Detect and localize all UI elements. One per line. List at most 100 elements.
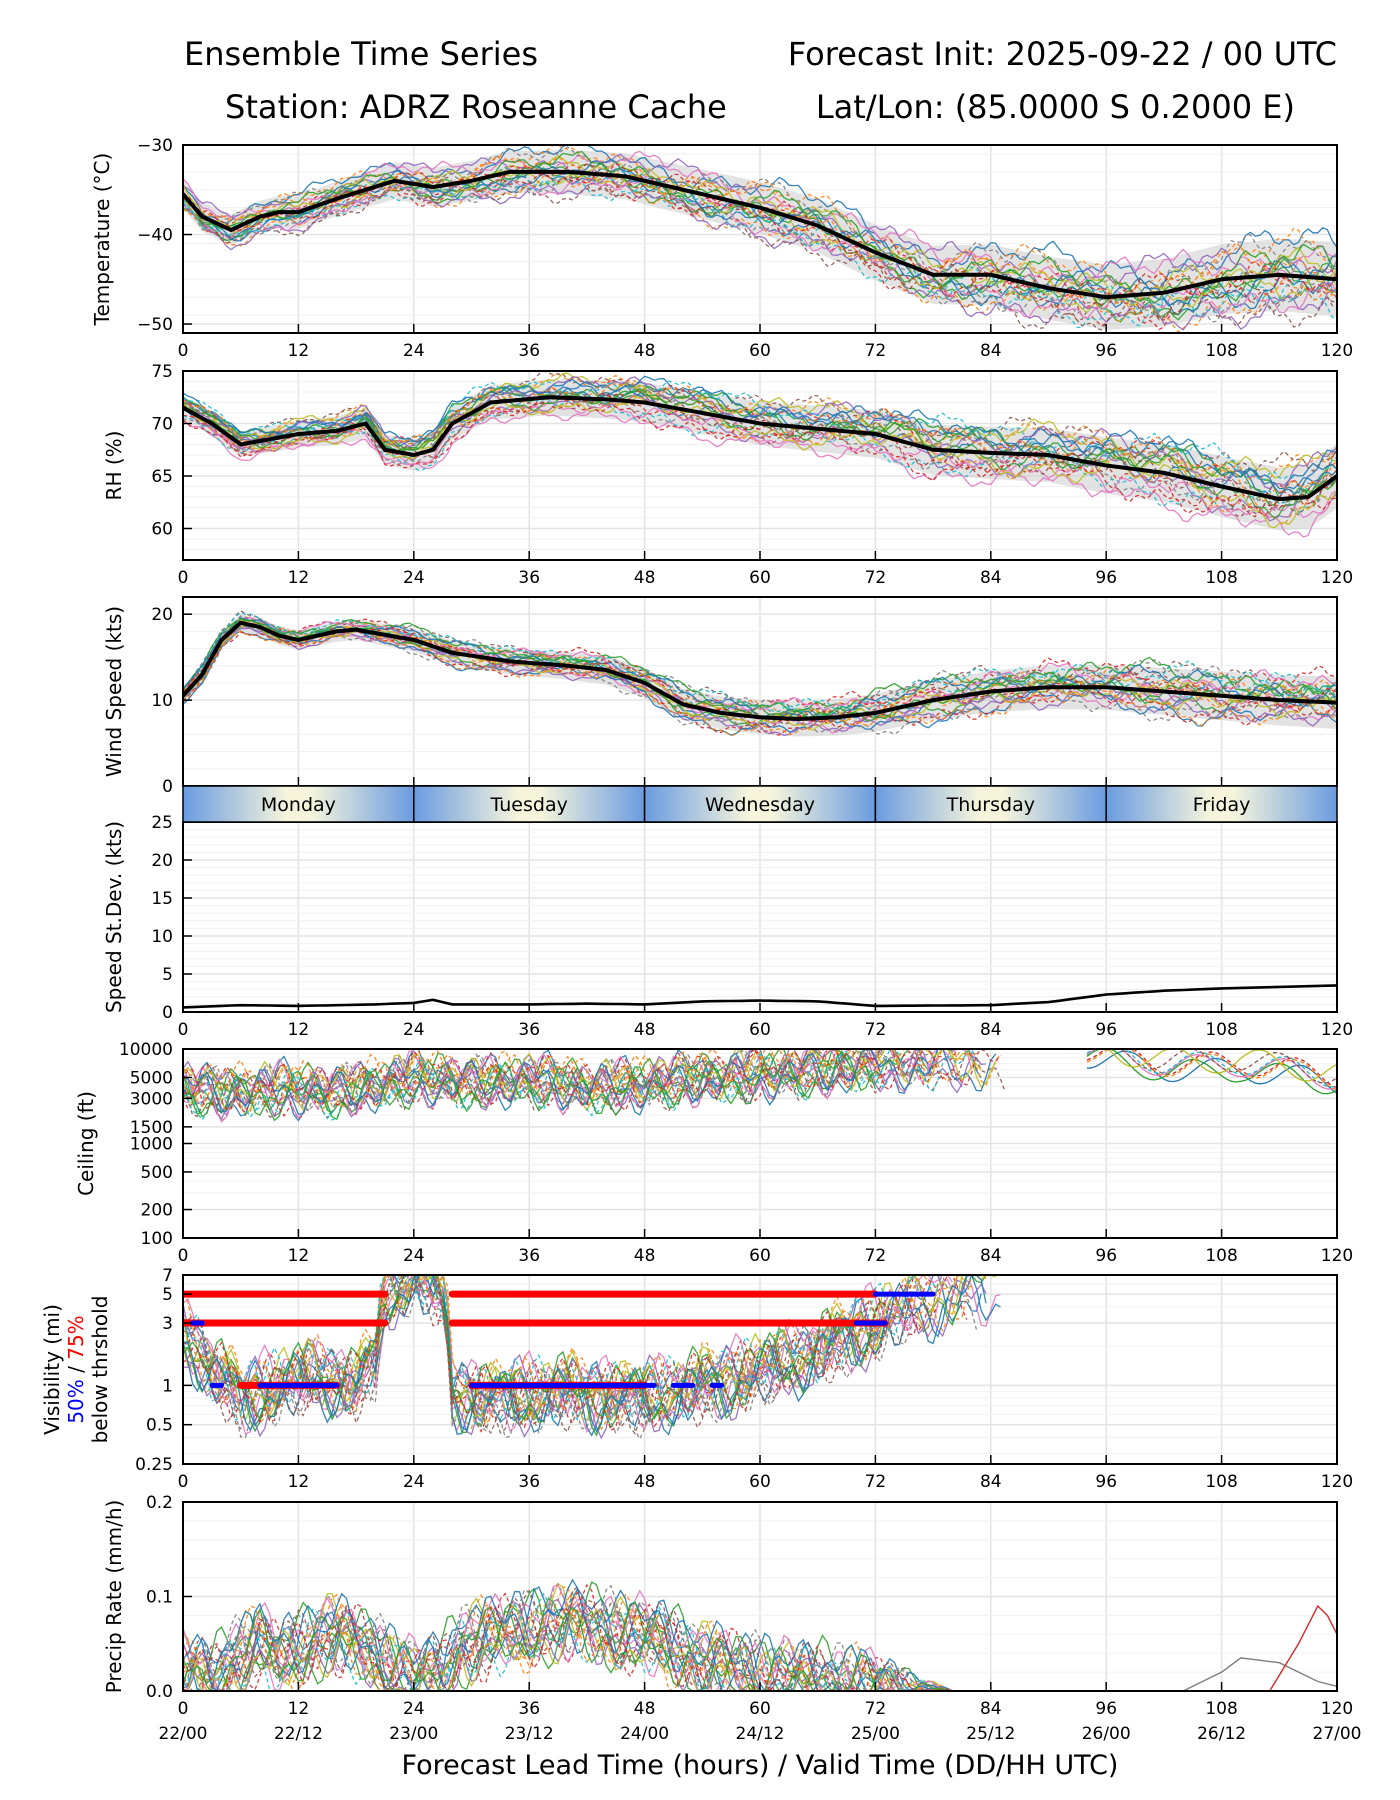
ensemble-mean-line	[183, 169, 1337, 300]
y-tick-label: 5000	[130, 1068, 173, 1088]
y-axis-label: Speed St.Dev. (kts)	[102, 821, 126, 1013]
member-line	[183, 1275, 982, 1428]
member-line	[183, 1049, 890, 1112]
member-line	[183, 394, 1337, 517]
member-line	[183, 404, 1337, 538]
member-line	[183, 146, 1337, 300]
ensemble-mean-line	[183, 984, 1337, 1009]
valid-time-label: 22/12	[274, 1724, 323, 1744]
panel-temp: −50 −40 −30 0 12 24 36 48 60 72 84 96 108 120 Temperat…	[90, 136, 1353, 361]
x-tick-label: 108	[1205, 341, 1237, 361]
x-tick-label: 96	[1095, 1472, 1117, 1492]
x-tick-label: 48	[634, 341, 656, 361]
x-tick-label: 24	[403, 341, 425, 361]
legend-part: /	[64, 1360, 88, 1379]
day-cell	[874, 785, 1107, 823]
member-line	[183, 1049, 886, 1108]
x-tick-label: 12	[288, 568, 310, 588]
y-tick-label: 1000	[130, 1135, 173, 1155]
day-cell	[643, 785, 877, 823]
y-tick-label: 65	[151, 467, 173, 487]
title-right: Forecast Init: 2025-09-22 / 00 UTC	[788, 35, 1337, 73]
member-line	[183, 612, 1337, 719]
y-axis-label: Wind Speed (kts)	[102, 606, 126, 777]
x-tick-label: 120	[1321, 1472, 1353, 1492]
x-tick-label: 72	[865, 1472, 887, 1492]
y-axis-label: Visibility (mi)	[40, 1304, 64, 1435]
title-left: Ensemble Time Series	[184, 35, 538, 73]
y-tick-label: −30	[137, 136, 173, 156]
x-tick-label: 96	[1095, 1699, 1117, 1719]
y-tick-label: 100	[141, 1229, 173, 1249]
member-line	[183, 1275, 929, 1429]
x-tick-label: 36	[518, 1246, 540, 1266]
member-line	[1087, 1049, 1337, 1084]
x-tick-label: 96	[1095, 1246, 1117, 1266]
x-tick-label: 48	[634, 1472, 656, 1492]
valid-time-label: 24/00	[620, 1724, 669, 1744]
x-tick-label: 12	[288, 1699, 310, 1719]
valid-time-label: 27/00	[1313, 1724, 1362, 1744]
y-tick-label: 10	[151, 691, 173, 711]
members	[183, 1275, 1001, 1441]
x-tick-label: 72	[865, 1246, 887, 1266]
x-tick-label: 0	[178, 1246, 189, 1266]
member-line	[183, 1583, 1337, 1691]
ensemble-mean-line	[183, 620, 1337, 722]
y-axis-label: RH (%)	[102, 431, 126, 501]
member-line	[183, 1597, 1337, 1691]
member-line	[183, 1603, 1337, 1691]
y-tick-label: 0.25	[135, 1455, 173, 1475]
member-line	[183, 1052, 881, 1121]
member-line	[183, 1049, 910, 1114]
panel-vis: 0.25 0.5 1 3 57 0 12 24 36 48 60 72 84 96 108 120 Visibi…	[40, 1266, 1353, 1492]
x-tick-label: 0	[178, 1472, 189, 1492]
x-tick-label: 48	[634, 1020, 656, 1040]
y-tick-label: 3	[162, 1314, 173, 1334]
y-tick-label: 25	[151, 813, 173, 833]
y-tick-label: −50	[137, 315, 173, 335]
x-tick-label: 0	[178, 341, 189, 361]
members	[183, 371, 1337, 538]
member-line	[183, 618, 1337, 723]
member-line	[183, 401, 1337, 529]
x-tick-label: 84	[980, 568, 1002, 588]
x-tick-label: 48	[634, 1246, 656, 1266]
members	[183, 145, 1337, 333]
x-tick-label: 96	[1095, 568, 1117, 588]
y-tick-label: 0.2	[146, 1493, 173, 1513]
member-line	[183, 150, 1337, 288]
x-tick-label: 120	[1321, 341, 1353, 361]
members	[183, 609, 1337, 737]
valid-time-label: 26/00	[1082, 1724, 1131, 1744]
y-axis-label-legend: 50% / 75%	[64, 1315, 88, 1423]
y-tick-label: 7	[162, 1266, 173, 1286]
x-tick-label: 36	[518, 1020, 540, 1040]
outlier-member	[1269, 1604, 1337, 1691]
y-tick-label: −40	[137, 226, 173, 246]
member-line	[1086, 1049, 1337, 1091]
x-tick-label: 48	[634, 568, 656, 588]
x-tick-label: 108	[1205, 568, 1237, 588]
x-tick-label: 120	[1321, 1699, 1353, 1719]
x-tick-label: 84	[980, 1246, 1002, 1266]
panel-rh: 60 65 70 75 0 12 24 36 48 60 72 84 96 108 120 RH (%)	[102, 362, 1353, 588]
y-axis-label-sub: below thrshold	[88, 1296, 112, 1444]
x-tick-label: 60	[749, 1472, 771, 1492]
panel-wind: 0 10 20 Wind Speed (kts)	[102, 596, 1338, 797]
x-tick-label: 120	[1321, 1246, 1353, 1266]
x-tick-label: 84	[980, 1699, 1002, 1719]
valid-time-label: 22/00	[159, 1724, 208, 1744]
x-tick-label: 24	[403, 1472, 425, 1492]
x-tick-label: 0	[178, 1699, 189, 1719]
member-line	[183, 617, 1337, 722]
x-tick-label: 36	[518, 1699, 540, 1719]
member-line	[183, 1581, 1337, 1691]
member-line	[183, 169, 1337, 317]
x-axis-label: Forecast Lead Time (hours) / Valid Time …	[402, 1750, 1119, 1781]
day-label: Thursday	[946, 794, 1035, 816]
member-line	[183, 616, 1337, 712]
day-band: Monday Tuesday Wednesday Thursday Friday	[182, 785, 1338, 823]
x-tick-label: 84	[980, 341, 1002, 361]
